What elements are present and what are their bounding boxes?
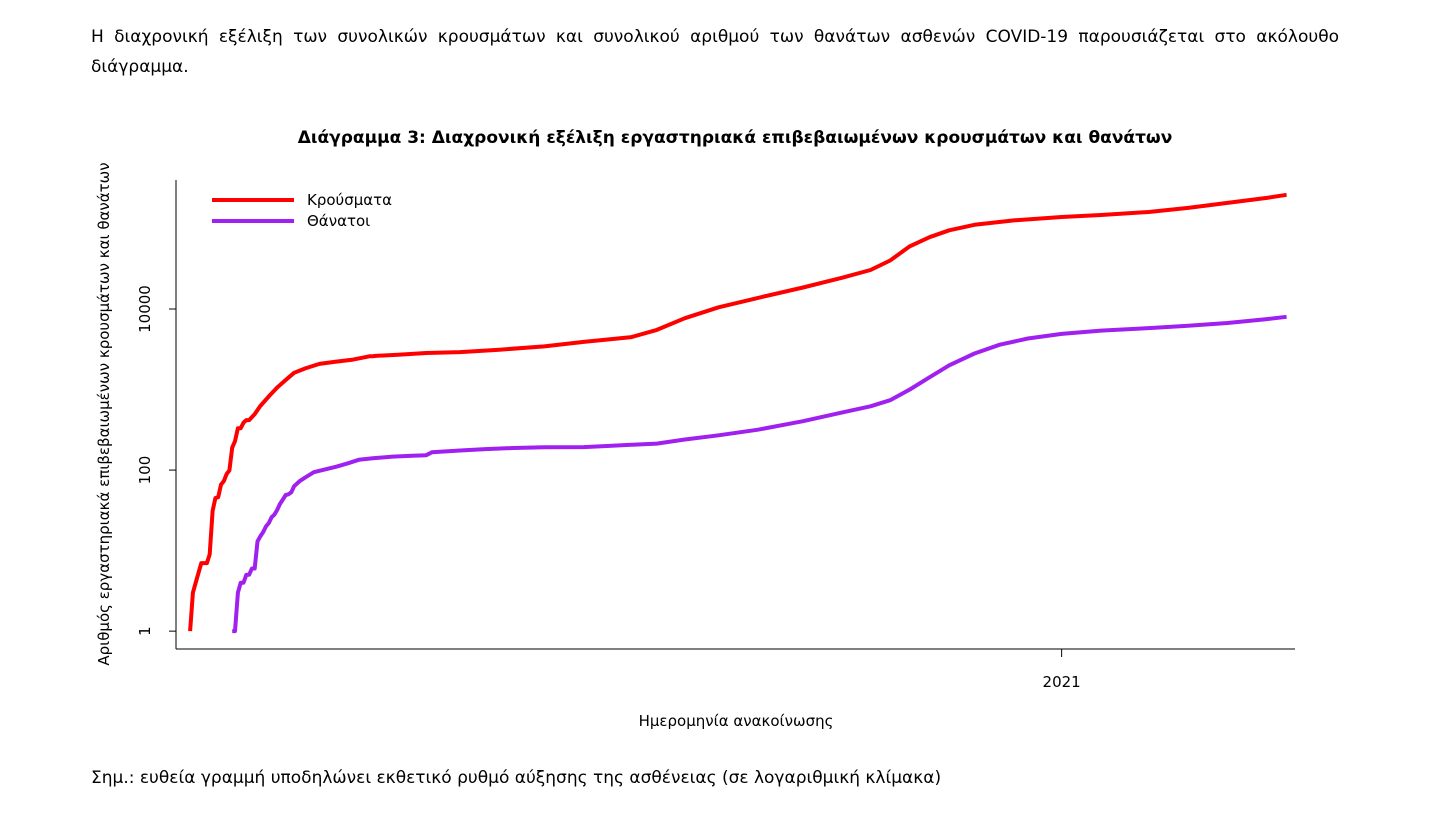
series-line-cases: [188, 192, 1287, 632]
series-layer: [188, 192, 1287, 634]
x-axis-label: Ημερομηνία ανακοίνωσης: [639, 712, 834, 730]
legend: Κρούσματα Θάνατοι: [212, 191, 392, 230]
series-line-deaths: [232, 314, 1287, 634]
y-tick-label: 100: [136, 456, 154, 485]
y-tick-label: 1: [136, 626, 154, 636]
x-axis-ticks: 2021: [1043, 649, 1081, 691]
intro-paragraph: Η διαχρονική εξέλιξη των συνολικών κρουσ…: [91, 27, 1339, 77]
legend-label-cases: Κρούσματα: [307, 191, 392, 209]
y-axis-ticks: 1 100 10000: [136, 285, 176, 636]
chart-title: Διάγραμμα 3: Διαχρονική εξέλιξη εργαστηρ…: [298, 128, 1173, 148]
x-tick-label: 2021: [1043, 673, 1081, 691]
legend-label-deaths: Θάνατοι: [307, 212, 370, 230]
y-tick-label: 10000: [136, 285, 154, 333]
footnote: Σημ.: ευθεία γραμμή υποδηλώνει εκθετικό …: [91, 768, 942, 788]
y-axis-label: Αριθμός εργαστηριακά επιβεβαιωμένων κρου…: [95, 162, 113, 665]
